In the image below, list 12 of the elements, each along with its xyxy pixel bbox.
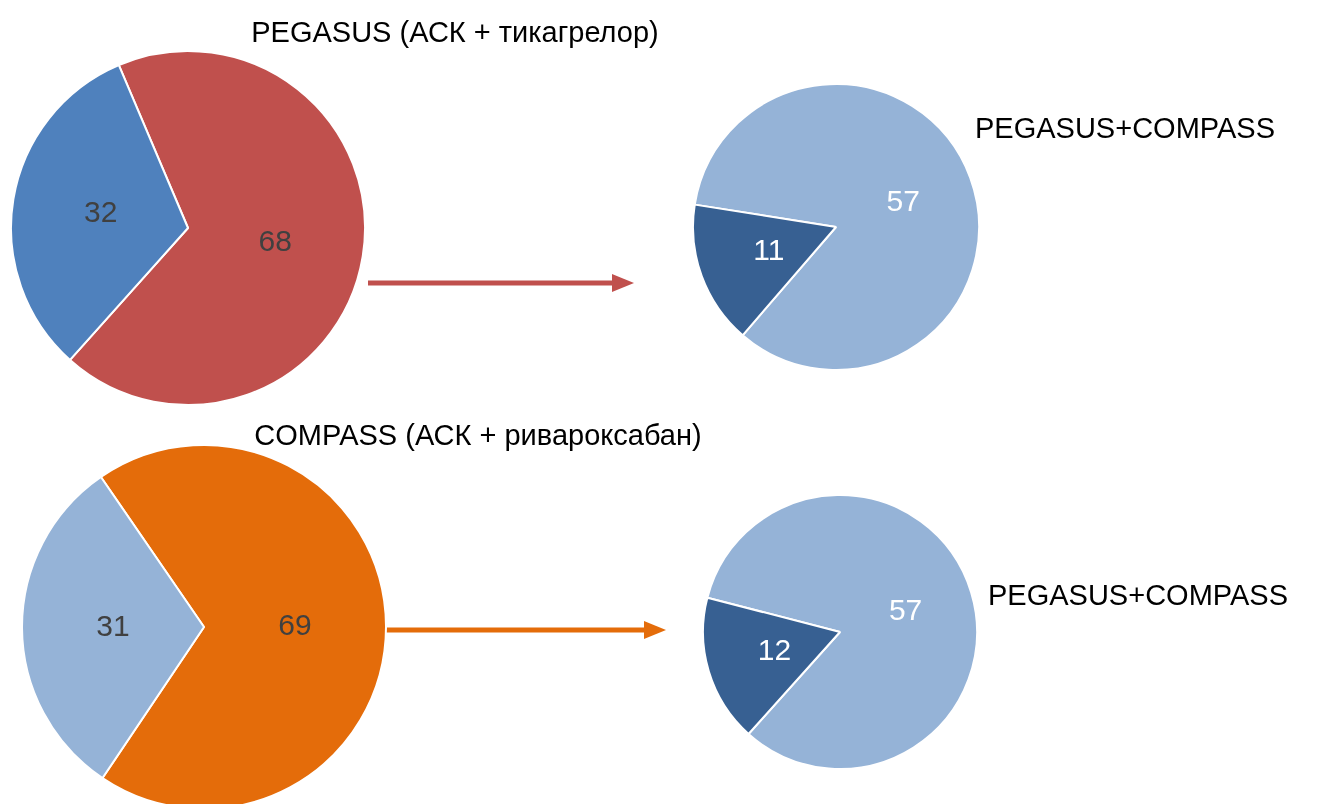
text: COMPASS (АСК + ривароксабан) xyxy=(254,418,702,452)
text: PEGASUS+COMPASS xyxy=(988,578,1289,612)
data-label: 12 xyxy=(757,633,792,667)
data-label: 11 xyxy=(753,232,785,266)
data-label: 68 xyxy=(258,223,292,257)
data-label: 57 xyxy=(886,183,920,217)
data-label: 31 xyxy=(96,608,130,642)
data-label: 57 xyxy=(888,593,923,627)
data-label: 69 xyxy=(278,607,312,641)
data-label: 32 xyxy=(84,194,118,228)
text: PEGASUS (АСК + тикагрелор) xyxy=(251,15,659,49)
text: PEGASUS+COMPASS xyxy=(975,111,1276,145)
